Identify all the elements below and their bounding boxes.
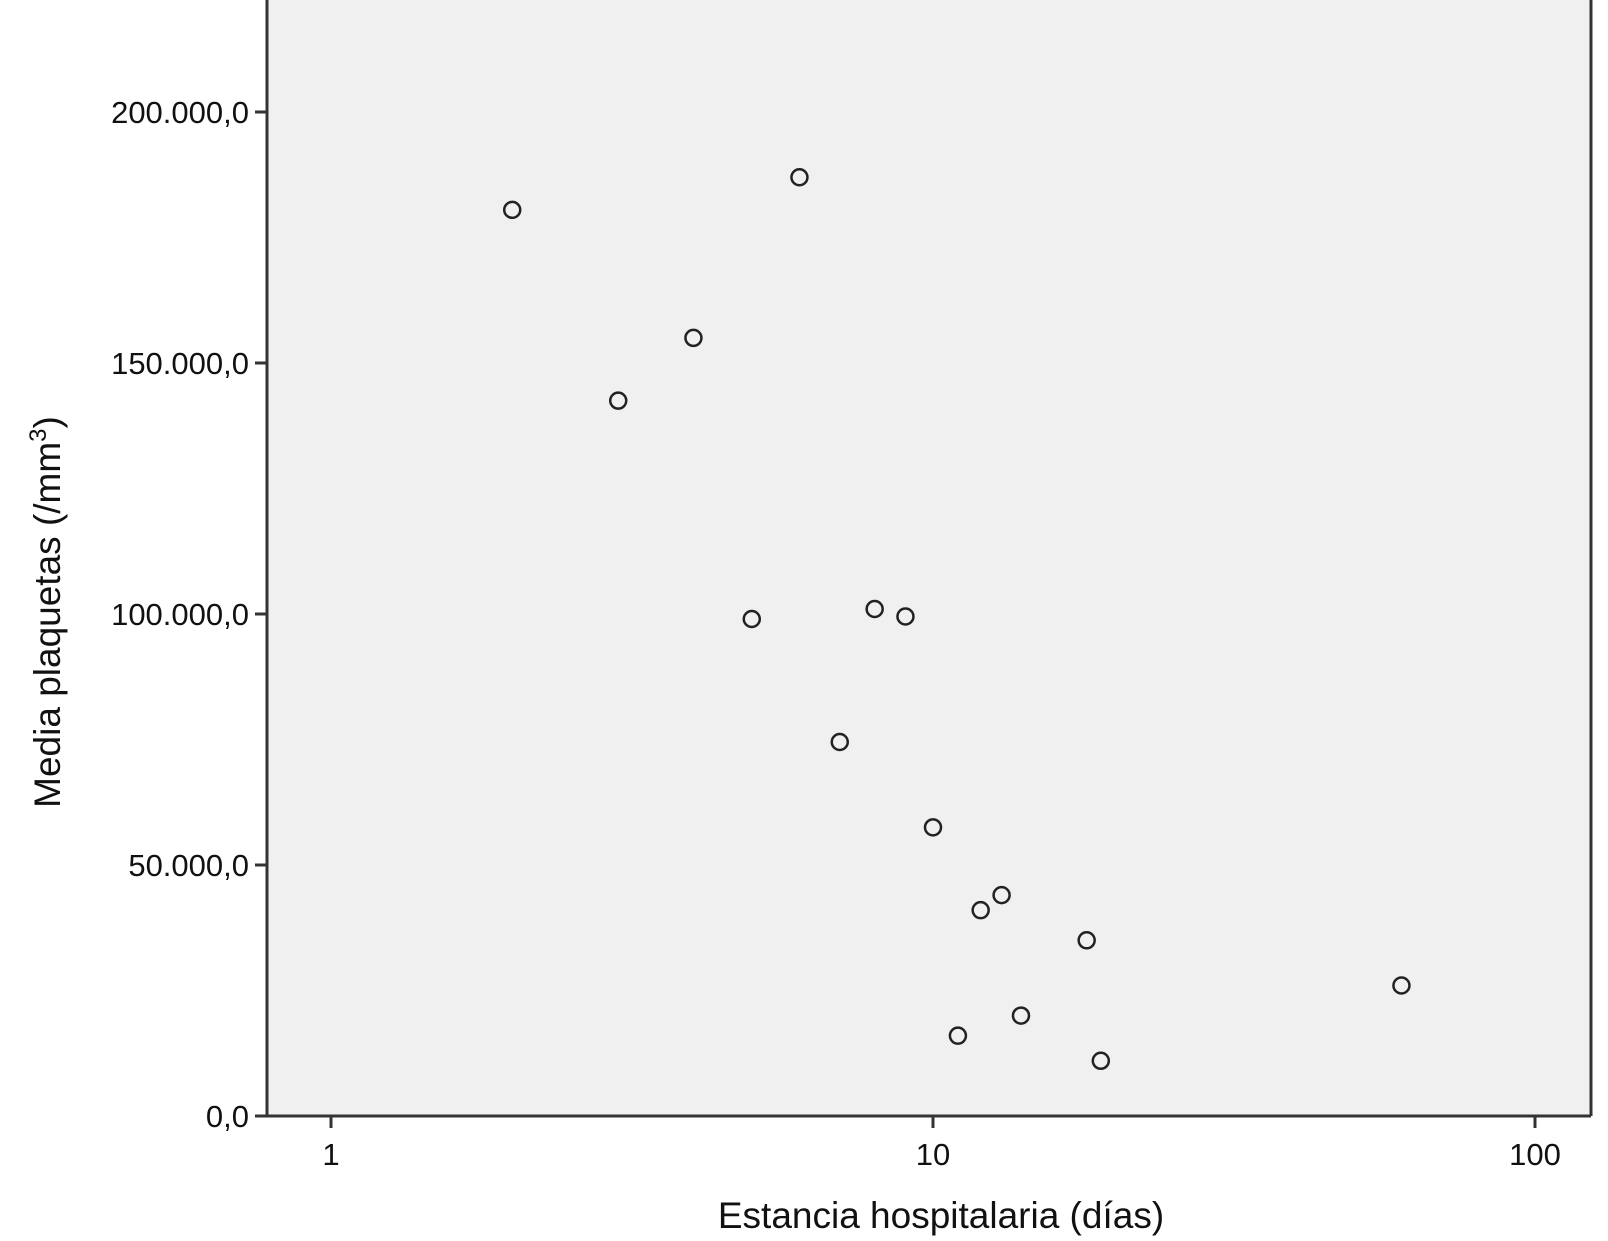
data-point bbox=[790, 168, 809, 187]
data-point bbox=[1392, 976, 1411, 995]
y-axis-ticks: 0,0 50.000,0 100.000,0 150.000,0 200.000,0 bbox=[111, 95, 267, 1134]
data-point bbox=[830, 732, 849, 752]
y-tick-label: 0,0 bbox=[206, 1099, 249, 1134]
y-axis-title-close: ) bbox=[27, 416, 68, 428]
data-point bbox=[684, 328, 703, 348]
data-point bbox=[971, 900, 990, 920]
data-point bbox=[742, 609, 762, 629]
plot-area bbox=[267, 0, 1591, 1116]
y-axis-title-superscript: 3 bbox=[25, 428, 52, 441]
data-point bbox=[865, 599, 884, 619]
data-point bbox=[923, 818, 943, 837]
x-axis-title: Estancia hospitalaria (días) bbox=[718, 1195, 1164, 1236]
data-point bbox=[608, 391, 628, 410]
y-axis-title: Media plaquetas (/mm3) bbox=[25, 416, 68, 808]
x-axis-ticks: 1 10 100 bbox=[322, 1116, 1561, 1172]
x-tick-label: 10 bbox=[916, 1137, 950, 1172]
data-point bbox=[896, 607, 915, 626]
x-tick-label: 1 bbox=[322, 1137, 339, 1172]
data-point bbox=[1091, 1051, 1111, 1071]
y-tick-label: 100.000,0 bbox=[111, 597, 249, 632]
data-point bbox=[502, 200, 522, 220]
y-tick-label: 50.000,0 bbox=[128, 848, 249, 883]
data-point bbox=[992, 885, 1011, 905]
y-tick-label: 200.000,0 bbox=[111, 95, 249, 130]
data-point bbox=[1011, 1006, 1031, 1025]
data-points bbox=[502, 168, 1411, 1071]
data-point bbox=[1077, 931, 1096, 950]
y-axis-title-main: Media plaquetas (/mm bbox=[27, 442, 68, 808]
data-point bbox=[948, 1026, 968, 1045]
y-tick-label: 150.000,0 bbox=[111, 346, 249, 381]
x-tick-label: 100 bbox=[1509, 1137, 1561, 1172]
